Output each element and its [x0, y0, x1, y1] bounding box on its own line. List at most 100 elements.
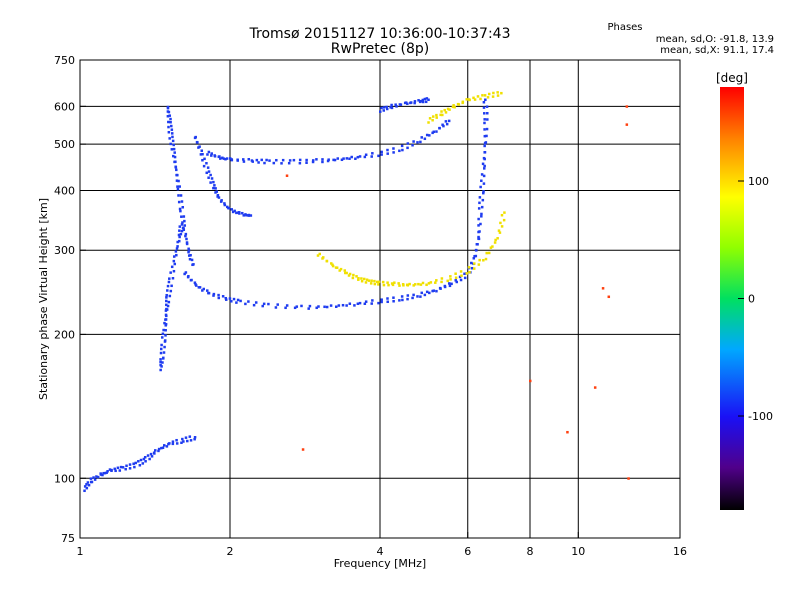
data-point [447, 119, 451, 123]
data-point [137, 460, 140, 463]
data-point [285, 304, 289, 307]
data-point [170, 132, 174, 135]
data-point [159, 368, 162, 372]
data-point [181, 221, 184, 224]
data-point [197, 146, 200, 149]
data-point [217, 293, 220, 297]
data-point [331, 263, 334, 267]
data-point [212, 294, 215, 297]
data-point [255, 158, 259, 162]
data-point [187, 274, 190, 278]
data-point [380, 150, 383, 154]
data-point [235, 301, 238, 304]
data-point [175, 168, 178, 172]
data-point [205, 171, 208, 175]
data-point [247, 158, 251, 161]
data-point [365, 278, 369, 281]
data-point [400, 144, 404, 148]
data-point [213, 184, 216, 187]
data-point [424, 100, 428, 104]
data-point [168, 294, 172, 298]
colorbar-tick-label: 0 [748, 293, 755, 306]
data-point [176, 185, 179, 188]
data-point [502, 218, 506, 222]
data-point [413, 101, 416, 105]
data-point [262, 302, 266, 306]
data-point [190, 258, 194, 262]
data-point [177, 239, 181, 243]
data-point [236, 159, 239, 162]
data-point [477, 235, 480, 239]
data-point [331, 264, 335, 268]
data-point [423, 293, 427, 297]
data-point [377, 280, 381, 284]
data-point [425, 283, 428, 287]
data-point [352, 273, 355, 277]
data-point [194, 135, 197, 139]
data-point [177, 200, 181, 204]
data-point [305, 161, 308, 164]
data-point [106, 470, 109, 473]
data-point [390, 103, 393, 107]
data-point [212, 180, 215, 184]
data-point [168, 442, 171, 445]
data-point [394, 103, 397, 106]
data-point [175, 173, 178, 177]
data-point [440, 277, 444, 280]
data-point [370, 279, 373, 282]
data-point [496, 237, 499, 240]
data-point [484, 141, 488, 144]
data-point [274, 306, 278, 309]
data-point [235, 211, 238, 215]
data-point [182, 228, 186, 231]
data-point [169, 271, 172, 274]
data-point [226, 205, 229, 209]
data-point [209, 173, 212, 177]
data-point [358, 155, 362, 158]
data-point [482, 182, 486, 185]
data-point [298, 161, 302, 165]
data-point [180, 200, 184, 203]
data-point [103, 471, 107, 475]
data-point [432, 289, 436, 292]
data-point [440, 280, 443, 284]
data-point [336, 157, 340, 160]
data-point [216, 193, 220, 197]
data-point [387, 283, 390, 287]
data-point [404, 101, 408, 104]
chart-title: Tromsø 20151127 10:36:00-10:37:43 [249, 26, 511, 42]
data-point [169, 117, 172, 121]
data-point [453, 105, 456, 109]
data-point [482, 259, 485, 262]
data-point [477, 224, 480, 227]
data-point [483, 112, 486, 115]
data-point [214, 191, 217, 194]
data-point [85, 486, 89, 490]
data-point [186, 439, 189, 443]
data-point [168, 137, 171, 140]
data-point [213, 154, 216, 157]
data-point [444, 111, 448, 114]
data-point [315, 306, 318, 310]
data-point [338, 269, 341, 272]
data-point [392, 151, 395, 154]
data-point [416, 295, 419, 298]
data-point [370, 302, 373, 305]
data-point [191, 263, 194, 267]
data-point [170, 148, 174, 151]
data-point [449, 275, 452, 278]
data-point [231, 210, 235, 214]
data-point [401, 148, 404, 152]
x-tick-label: 4 [377, 545, 384, 558]
data-point [419, 283, 423, 286]
data-point [188, 257, 192, 261]
data-point [193, 281, 197, 284]
data-point [184, 436, 188, 439]
chart-subtitle: RwPretec (8p) [330, 41, 430, 57]
data-point [485, 251, 488, 255]
data-point [163, 345, 166, 349]
data-point [351, 276, 355, 280]
data-point [491, 95, 495, 98]
data-point [167, 125, 170, 129]
data-point [494, 238, 497, 242]
